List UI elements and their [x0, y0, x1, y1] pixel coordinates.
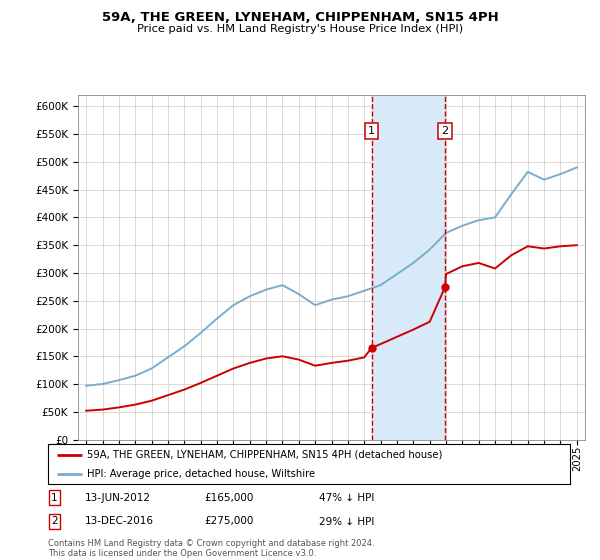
Text: 13-JUN-2012: 13-JUN-2012: [85, 493, 151, 503]
Text: 47% ↓ HPI: 47% ↓ HPI: [319, 493, 375, 503]
Text: 59A, THE GREEN, LYNEHAM, CHIPPENHAM, SN15 4PH: 59A, THE GREEN, LYNEHAM, CHIPPENHAM, SN1…: [101, 11, 499, 24]
Text: 2: 2: [51, 516, 58, 526]
Text: Price paid vs. HM Land Registry's House Price Index (HPI): Price paid vs. HM Land Registry's House …: [137, 24, 463, 34]
Text: £165,000: £165,000: [205, 493, 254, 503]
Text: 59A, THE GREEN, LYNEHAM, CHIPPENHAM, SN15 4PH (detached house): 59A, THE GREEN, LYNEHAM, CHIPPENHAM, SN1…: [87, 450, 443, 460]
Text: HPI: Average price, detached house, Wiltshire: HPI: Average price, detached house, Wilt…: [87, 469, 315, 478]
Text: Contains HM Land Registry data © Crown copyright and database right 2024.
This d: Contains HM Land Registry data © Crown c…: [48, 539, 374, 558]
Bar: [371, 95, 445, 440]
Text: 13-DEC-2016: 13-DEC-2016: [85, 516, 154, 526]
Text: 1: 1: [51, 493, 58, 503]
Text: 29% ↓ HPI: 29% ↓ HPI: [319, 516, 375, 526]
Text: 1: 1: [368, 127, 375, 136]
Text: £275,000: £275,000: [205, 516, 254, 526]
Text: 2: 2: [442, 127, 449, 136]
